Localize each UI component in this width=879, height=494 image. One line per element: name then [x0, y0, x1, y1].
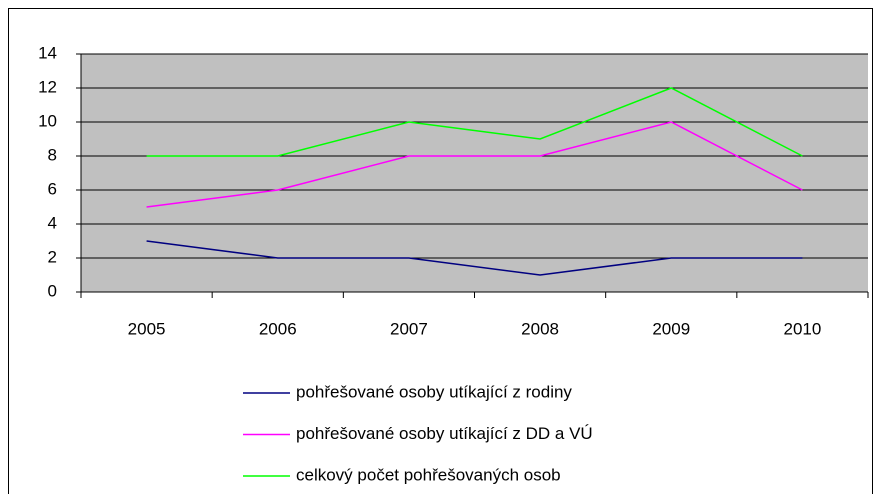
x-tick-label: 2009: [652, 319, 690, 338]
y-tick-label: 4: [48, 213, 57, 232]
plot-area: [81, 54, 868, 292]
series-line: [146, 121, 803, 208]
series-line: [146, 87, 803, 157]
x-tick-label: 2008: [521, 319, 559, 338]
x-tick-label: 2006: [259, 319, 297, 338]
x-tick-label: 2005: [128, 319, 166, 338]
x-tick-label: 2007: [390, 319, 428, 338]
y-tick-label: 10: [38, 111, 57, 130]
y-tick-label: 12: [38, 77, 57, 96]
y-tick-label: 6: [48, 179, 57, 198]
legend-label: celkový počet pohřešovaných osob: [296, 465, 561, 484]
series-line: [146, 240, 803, 276]
x-tick-label: 2010: [784, 319, 822, 338]
legend-label: pohřešované osoby utíkající z DD a VÚ: [296, 424, 593, 443]
legend-label: pohřešované osoby utíkající z rodiny: [296, 382, 572, 401]
y-tick-label: 8: [48, 145, 57, 164]
y-tick-label: 0: [48, 281, 57, 300]
y-tick-label: 14: [38, 43, 57, 62]
y-tick-label: 2: [48, 247, 57, 266]
